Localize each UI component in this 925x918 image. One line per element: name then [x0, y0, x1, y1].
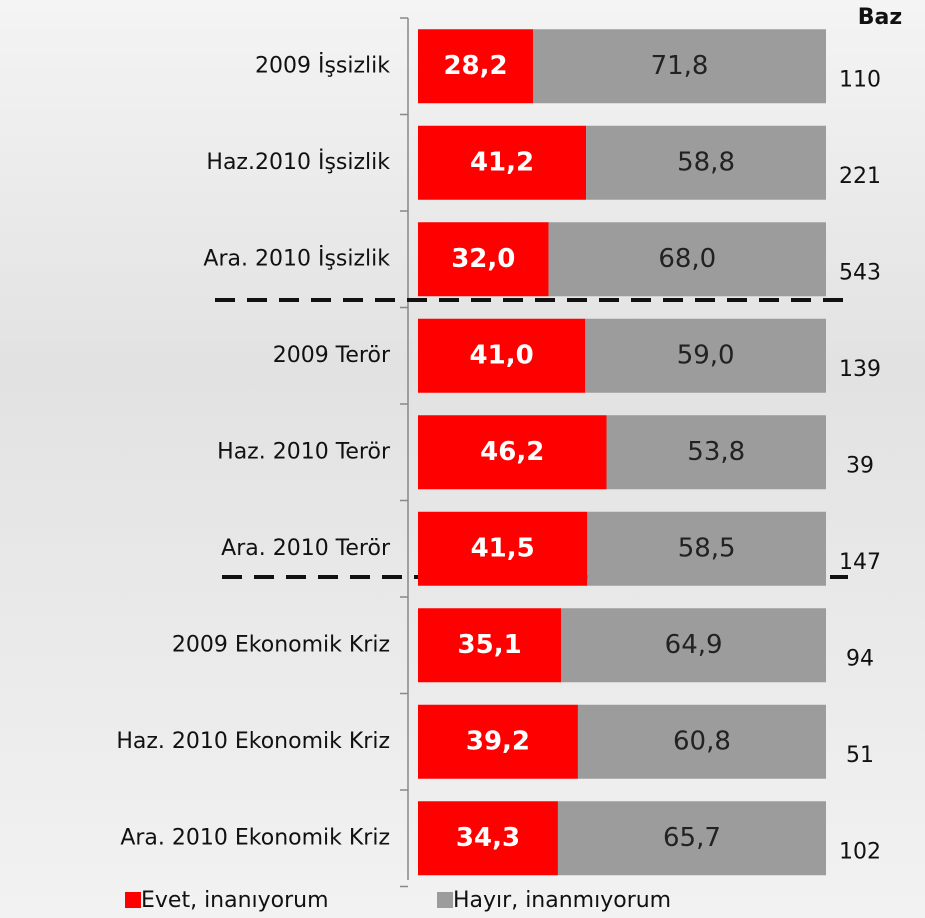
bar-segment	[418, 29, 534, 104]
category-label: 2009 İşsizlik	[255, 52, 390, 78]
category-label: 2009 Terör	[273, 343, 391, 368]
category-label: Ara. 2010 Ekonomik Kriz	[120, 825, 390, 850]
bar-segment	[533, 29, 826, 104]
bar-segment	[586, 125, 826, 200]
category-label: Ara. 2010 Terör	[221, 536, 391, 561]
bar-segment	[557, 801, 826, 876]
value-label: 41,0	[470, 340, 534, 370]
value-label: 64,9	[665, 630, 723, 660]
category-label: Ara. 2010 İşsizlik	[203, 245, 390, 271]
bar-segment	[548, 222, 826, 297]
legend-swatch	[437, 892, 453, 908]
legend-label: Evet, inanıyorum	[141, 888, 329, 913]
bar-segment	[418, 222, 549, 297]
bar-segment	[418, 125, 587, 200]
bar-segment	[418, 318, 586, 393]
bar-segment	[585, 318, 826, 393]
baz-value: 110	[839, 67, 881, 92]
value-label: 41,2	[470, 147, 534, 177]
baz-value: 51	[846, 743, 874, 768]
value-label: 60,8	[673, 726, 731, 756]
baz-value: 102	[839, 839, 881, 864]
bar-segment	[561, 608, 826, 683]
category-label: Haz. 2010 Ekonomik Kriz	[116, 729, 390, 754]
baz-title: Baz	[858, 5, 902, 30]
value-label: 46,2	[480, 437, 544, 467]
value-label: 32,0	[451, 244, 515, 274]
value-label: 35,1	[458, 630, 522, 660]
value-label: 34,3	[456, 823, 520, 853]
bar-segment	[418, 608, 562, 683]
value-label: 53,8	[687, 437, 745, 467]
baz-value: 543	[839, 260, 881, 285]
value-label: 58,5	[678, 533, 736, 563]
legend-label: Hayır, inanmıyorum	[453, 888, 671, 913]
value-label: 39,2	[466, 726, 530, 756]
bar-segment	[418, 511, 588, 586]
value-label: 58,8	[677, 147, 735, 177]
bar-segment	[587, 511, 826, 586]
baz-value: 39	[846, 453, 874, 478]
bar-segment	[418, 704, 578, 779]
legend-swatch	[125, 892, 141, 908]
bar-segment	[418, 415, 607, 490]
bar-segment	[606, 415, 826, 490]
value-label: 68,0	[658, 244, 716, 274]
baz-value: 94	[846, 646, 874, 671]
value-label: 41,5	[471, 533, 535, 563]
baz-value: 139	[839, 357, 881, 382]
baz-value: 147	[839, 550, 881, 575]
value-label: 28,2	[443, 51, 507, 81]
category-label: Haz. 2010 Terör	[217, 439, 391, 464]
category-label: Haz.2010 İşsizlik	[206, 149, 390, 175]
bar-segment	[418, 801, 558, 876]
value-label: 71,8	[651, 51, 709, 81]
baz-value: 221	[839, 164, 881, 189]
value-label: 59,0	[677, 340, 735, 370]
value-label: 65,7	[663, 823, 721, 853]
category-label: 2009 Ekonomik Kriz	[172, 632, 390, 657]
bar-segment	[577, 704, 826, 779]
